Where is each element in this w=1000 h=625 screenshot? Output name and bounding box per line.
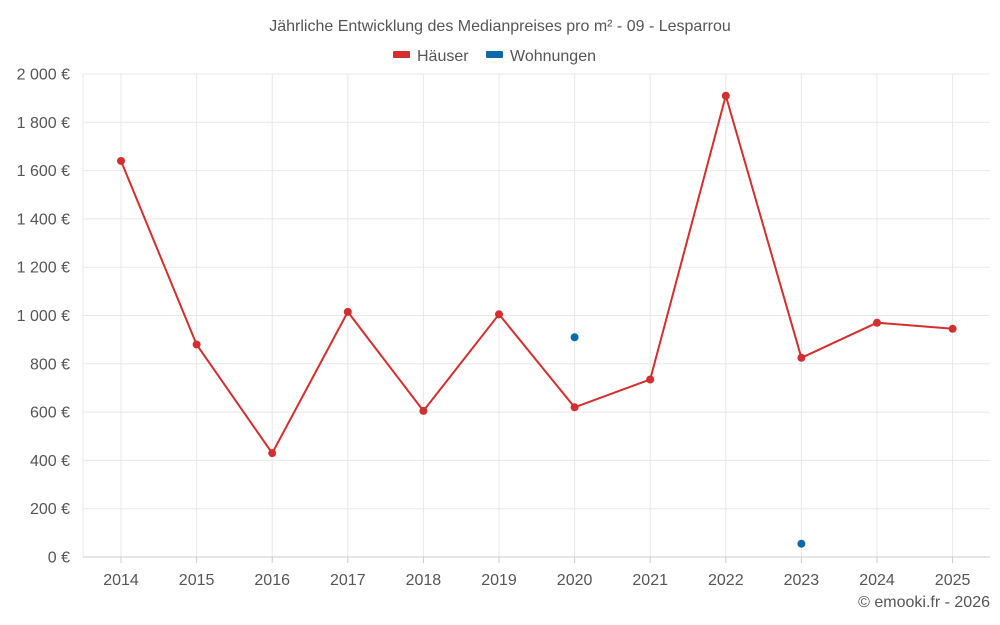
x-tick-label: 2021	[632, 572, 668, 589]
grid	[82, 73, 990, 558]
x-tick-label: 2015	[179, 572, 215, 589]
y-tick-label: 800 €	[30, 356, 70, 373]
y-tick-label: 0 €	[48, 550, 70, 567]
x-tick-label: 2022	[708, 572, 744, 589]
data-point-haeuser	[873, 318, 881, 327]
y-tick-label: 2 000 €	[17, 67, 70, 84]
y-tick-label: 1 800 €	[17, 115, 70, 132]
y-tick-label: 1 200 €	[17, 260, 70, 277]
y-tick-label: 1 000 €	[17, 308, 70, 325]
x-tick-label: 2024	[859, 572, 895, 589]
data-point-haeuser	[117, 156, 125, 165]
legend: Häuser Wohnungen	[393, 48, 596, 65]
x-tick-label: 2020	[557, 572, 593, 589]
footer-credit: © emooki.fr - 2026	[858, 594, 990, 611]
data-point-haeuser	[646, 375, 655, 384]
data-point-haeuser	[948, 324, 957, 333]
y-axis: 0 € 200 € 400 € 600 € 800 € 1 000 € 1 200 € 1 4…	[17, 67, 70, 567]
x-tick-label: 2014	[103, 572, 139, 589]
x-tick-label: 2025	[935, 572, 971, 589]
data-point-haeuser	[419, 406, 428, 415]
series-layer	[117, 91, 957, 548]
y-tick-label: 1 400 €	[17, 211, 70, 228]
x-tick-label: 2023	[784, 572, 820, 589]
y-tick-label: 200 €	[30, 501, 70, 518]
data-point-haeuser	[570, 403, 579, 412]
legend-label: Häuser	[417, 48, 469, 65]
data-point-haeuser	[495, 310, 503, 319]
data-point-haeuser	[192, 340, 201, 349]
x-tick-label: 2018	[406, 572, 442, 589]
legend-swatch	[393, 51, 410, 58]
x-axis: 2014 2015 2016 2017 2018 2019 2020 2021 2022 2023…	[103, 557, 970, 589]
legend-label: Wohnungen	[510, 48, 596, 65]
legend-swatch	[486, 51, 503, 58]
x-tick-label: 2019	[481, 572, 517, 589]
chart-title: Jährliche Entwicklung des Medianpreises …	[269, 18, 731, 35]
y-tick-label: 1 600 €	[17, 163, 70, 180]
data-point-haeuser	[797, 353, 806, 362]
data-point-haeuser	[721, 91, 730, 100]
data-point-wohnungen	[797, 539, 806, 548]
data-point-haeuser	[343, 307, 352, 316]
data-point-wohnungen	[570, 333, 579, 342]
data-point-haeuser	[268, 449, 277, 458]
series-line-haeuser	[120, 91, 953, 456]
x-tick-label: 2017	[330, 572, 366, 589]
y-tick-label: 400 €	[30, 453, 70, 470]
x-tick-label: 2016	[254, 572, 290, 589]
y-tick-label: 600 €	[30, 405, 70, 422]
